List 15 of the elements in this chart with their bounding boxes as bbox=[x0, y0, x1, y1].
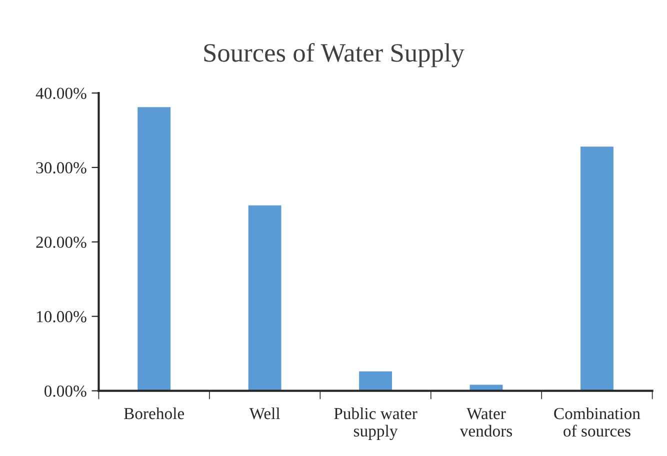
y-tick-label: 10.00% bbox=[36, 311, 86, 322]
bar bbox=[246, 204, 283, 391]
bar bbox=[579, 145, 615, 391]
bar bbox=[358, 370, 394, 391]
y-tick-label: 0.00% bbox=[44, 385, 86, 397]
bar bbox=[136, 106, 172, 391]
x-tick-label: Public water supply bbox=[334, 407, 418, 440]
x-tick-label: Combination of sources bbox=[554, 407, 640, 437]
y-tick-label: 40.00% bbox=[36, 88, 86, 100]
x-tick-label: Borehole bbox=[124, 407, 184, 420]
x-tick-label: Well bbox=[249, 407, 280, 420]
x-tick-label: Water vendors bbox=[460, 408, 512, 437]
chart-title: Sources of Water Supply bbox=[204, 42, 464, 68]
y-tick-label: 30.00% bbox=[36, 162, 86, 174]
y-tick-label: 20.00% bbox=[36, 236, 86, 248]
